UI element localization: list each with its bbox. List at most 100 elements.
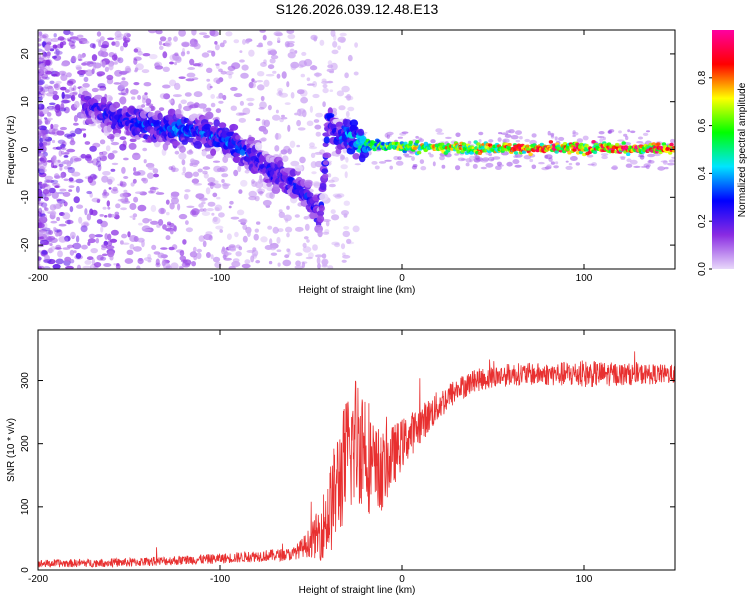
- heatmap-cell: [265, 73, 275, 77]
- heatmap-cell: [277, 87, 284, 93]
- heatmap-cell: [626, 158, 632, 163]
- heatmap-cell: [123, 157, 129, 161]
- heatmap-cell: [497, 137, 502, 142]
- heatmap-cell: [321, 168, 329, 175]
- heatmap-cell: [88, 123, 97, 127]
- heatmap-cell: [211, 212, 215, 216]
- heatmap-cell: [295, 252, 303, 257]
- heatmap-cell: [322, 87, 329, 94]
- heatmap-cell: [131, 96, 136, 100]
- heatmap-cell: [546, 164, 552, 169]
- heatmap-cell: [322, 101, 326, 108]
- heatmap-cell: [274, 133, 282, 140]
- heatmap-cell: [97, 164, 102, 172]
- heatmap-cell: [550, 134, 555, 139]
- heatmap-cell: [65, 219, 74, 225]
- heatmap-cell: [315, 254, 323, 258]
- heatmap-cell: [310, 152, 316, 158]
- heatmap-cell: [159, 36, 167, 42]
- heatmap-cell: [262, 128, 269, 135]
- heatmap-cell: [59, 188, 67, 192]
- heatmap-cell: [79, 40, 83, 44]
- heatmap-cell: [284, 102, 291, 105]
- heatmap-cell: [123, 32, 131, 37]
- heatmap-cell: [155, 258, 160, 266]
- heatmap-cell: [135, 63, 144, 71]
- heatmap-cell: [94, 262, 102, 268]
- heatmap-cell: [221, 179, 225, 183]
- heatmap-cell: [181, 42, 190, 48]
- heatmap-cell: [480, 166, 487, 170]
- heatmap-cell: [105, 145, 111, 152]
- heatmap-cell: [147, 172, 154, 179]
- heatmap-cell: [281, 71, 287, 79]
- heatmap-cell: [91, 87, 99, 93]
- heatmap-cell: [62, 191, 71, 197]
- heatmap-cell: [102, 194, 108, 199]
- heatmap-cell: [314, 151, 323, 155]
- heatmap-cell: [519, 136, 523, 140]
- heatmap-y-tick-label: -20: [20, 237, 31, 252]
- heatmap-cell: [268, 260, 273, 265]
- heatmap-cell: [441, 164, 446, 169]
- heatmap-cell: [50, 220, 58, 224]
- heatmap-cell: [151, 244, 157, 250]
- heatmap-cell: [521, 150, 527, 154]
- heatmap-cell: [214, 44, 220, 51]
- heatmap-cell: [86, 190, 93, 195]
- heatmap-cell: [262, 199, 272, 207]
- heatmap-cell: [287, 34, 296, 40]
- heatmap-cell: [565, 160, 569, 163]
- heatmap-cell: [253, 233, 259, 241]
- heatmap-cell: [117, 57, 124, 64]
- heatmap-cell: [294, 214, 300, 218]
- heatmap-cell: [301, 51, 307, 56]
- heatmap-cell: [237, 165, 242, 173]
- heatmap-cell: [300, 73, 305, 78]
- heatmap-cell: [343, 200, 350, 206]
- heatmap-cell: [235, 251, 242, 257]
- heatmap-cell: [59, 166, 63, 171]
- heatmap-cell: [179, 145, 186, 153]
- heatmap-cell: [66, 244, 74, 249]
- heatmap-cell: [630, 130, 636, 134]
- heatmap-cell: [342, 230, 351, 238]
- heatmap-cell: [100, 44, 109, 49]
- heatmap-cell: [38, 43, 42, 47]
- heatmap-cell: [73, 157, 82, 162]
- heatmap-cell: [39, 137, 44, 143]
- heatmap-cell: [82, 265, 92, 269]
- heatmap-cell: [175, 56, 182, 62]
- heatmap-cell: [170, 165, 176, 173]
- heatmap-cell: [156, 191, 160, 195]
- heatmap-cell: [147, 253, 152, 260]
- heatmap-cell: [611, 165, 618, 171]
- heatmap-cell: [225, 153, 231, 159]
- heatmap-cell: [67, 39, 72, 42]
- heatmap-cell: [236, 209, 245, 216]
- heatmap-cell: [357, 128, 364, 136]
- heatmap-cell: [524, 138, 530, 143]
- heatmap-cell: [506, 161, 513, 167]
- heatmap-cell: [193, 140, 203, 149]
- heatmap-cell: [343, 119, 352, 128]
- heatmap-cell: [568, 162, 573, 166]
- heatmap-cell: [122, 41, 128, 48]
- heatmap-cell: [276, 236, 281, 244]
- heatmap-cell: [488, 156, 495, 162]
- heatmap-cell: [570, 156, 578, 161]
- heatmap-cell: [230, 86, 238, 91]
- heatmap-cell: [239, 59, 245, 63]
- heatmap-cell: [75, 178, 84, 184]
- heatmap-cell: [179, 250, 185, 257]
- heatmap-cell: [61, 91, 65, 99]
- heatmap-cell: [55, 104, 61, 111]
- heatmap-cell: [64, 256, 72, 262]
- heatmap-cell: [48, 247, 53, 254]
- colorbar-tick-label: 0.4: [697, 166, 708, 180]
- heatmap-cell: [70, 94, 76, 102]
- heatmap-cell: [59, 212, 65, 216]
- heatmap-cell: [88, 233, 96, 239]
- heatmap-cell: [497, 164, 504, 167]
- heatmap-cell: [221, 61, 227, 65]
